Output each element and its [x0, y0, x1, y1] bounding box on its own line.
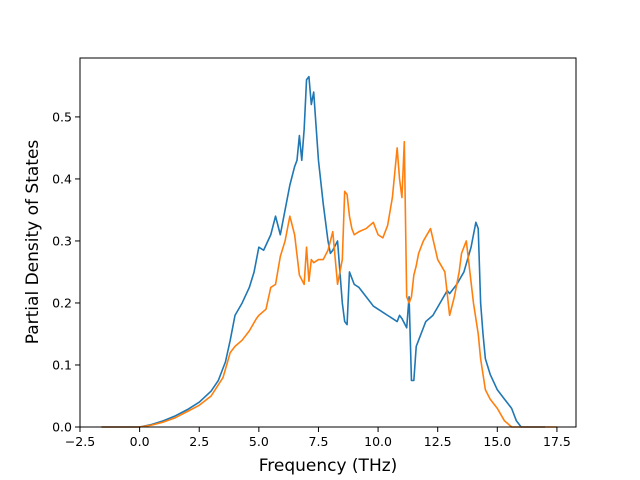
series-lines: [101, 75, 557, 428]
y-tick-label: 0.1: [52, 357, 72, 372]
x-tick-label: 15.0: [483, 434, 511, 449]
plot-frame: [79, 57, 577, 428]
y-tick-label: 0.2: [52, 295, 72, 310]
x-tick-label: 17.5: [543, 434, 571, 449]
y-tick-label: 0.3: [52, 233, 72, 248]
y-axis-ticks: 0.0 0.1 0.2 0.3 0.4 0.5: [52, 109, 80, 435]
x-tick-label: 10.0: [364, 434, 392, 449]
y-tick-label: 0.4: [52, 171, 72, 186]
y-axis-label: Partial Density of States: [23, 140, 43, 345]
y-tick-label: 0.0: [52, 420, 72, 435]
x-tick-label: −2.5: [65, 434, 95, 449]
x-axis-ticks: −2.5 0.0 2.5 5.0 7.5 10.0 12.5 15.0 17.5: [65, 427, 571, 449]
y-tick-label: 0.5: [52, 109, 72, 124]
series-line-2: [101, 140, 557, 428]
x-tick-label: 5.0: [249, 434, 269, 449]
x-tick-label: 12.5: [424, 434, 452, 449]
x-tick-label: 2.5: [189, 434, 209, 449]
x-tick-label: 7.5: [309, 434, 329, 449]
x-tick-label: 0.0: [130, 434, 150, 449]
x-axis-label: Frequency (THz): [259, 456, 398, 476]
